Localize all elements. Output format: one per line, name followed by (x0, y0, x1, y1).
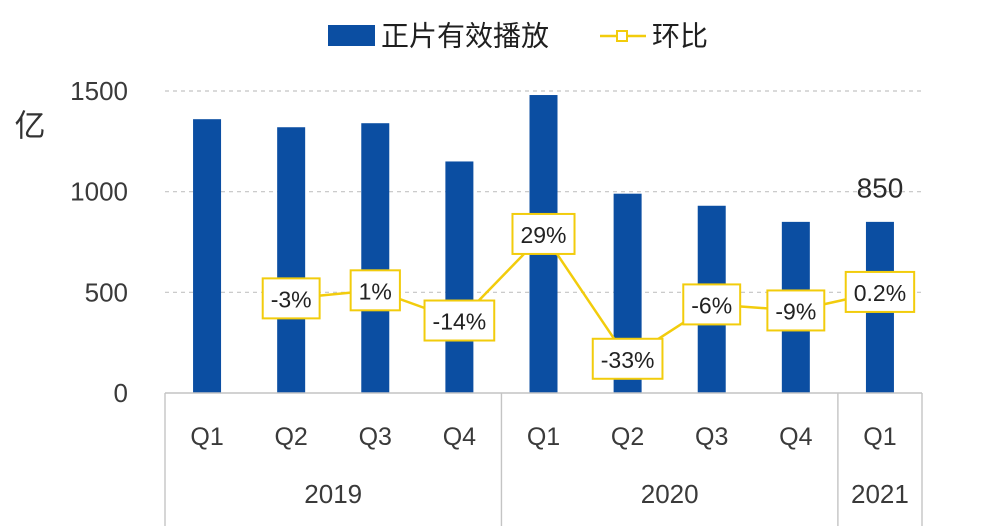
x-tick-label: Q1 (527, 423, 560, 451)
y-tick-label: 1000 (70, 177, 128, 207)
line-data-label-text: 0.2% (854, 280, 906, 306)
line-data-label: 0.2% (844, 270, 916, 313)
x-tick-label: Q3 (695, 423, 728, 451)
x-group-label: 2020 (641, 479, 699, 509)
line-data-label-box (261, 277, 321, 320)
y-tick-label: 500 (85, 277, 128, 307)
legend-label-line-series: 环比 (652, 21, 708, 52)
line-data-label-box (349, 269, 401, 312)
line-data-label: -6% (682, 283, 742, 326)
line-data-label-box (423, 299, 496, 342)
y-axis-title: 亿 (15, 109, 46, 144)
x-tick-label: Q2 (274, 423, 307, 451)
line-data-label: -14% (423, 299, 496, 342)
x-tick-label: Q1 (190, 423, 223, 451)
x-tick-label: Q3 (359, 423, 392, 451)
x-tick-label: Q4 (779, 423, 812, 451)
line-data-label: -3% (261, 277, 321, 320)
x-tick-label: Q4 (443, 423, 476, 451)
line-data-label: -33% (591, 337, 664, 380)
bar (361, 123, 390, 394)
line-data-label: 29% (511, 212, 576, 255)
legend-item-bar-series: 正片有效播放 (328, 21, 549, 52)
line-data-label-box (844, 270, 916, 313)
x-group-label: 2019 (304, 479, 362, 509)
x-tick-label: Q2 (611, 423, 644, 451)
line-data-label-box (511, 212, 576, 255)
legend: 正片有效播放 环比 (328, 21, 708, 52)
line-data-label-text: 1% (359, 278, 392, 304)
bar (277, 127, 306, 394)
line-data-label-box (682, 283, 742, 326)
bar-data-label: 850 (857, 172, 904, 203)
line-data-label: 1% (349, 269, 401, 312)
y-tick-label: 0 (114, 378, 128, 408)
y-axis: 0 500 1000 1500 (70, 76, 128, 408)
line-data-label-box (591, 337, 664, 380)
bar (445, 161, 474, 393)
bar-data-labels: 850 (857, 172, 904, 203)
x-group-label: 2021 (851, 479, 909, 509)
bar (193, 119, 222, 393)
y-tick-label: 1500 (70, 76, 128, 106)
line-data-label-text: 29% (520, 222, 566, 248)
line-data-label-box (766, 289, 826, 332)
line-data-label-text: -14% (433, 309, 487, 335)
x-tick-label: Q1 (863, 423, 896, 451)
legend-label-bar-series: 正片有效播放 (381, 21, 549, 52)
legend-marker-square-icon (616, 30, 628, 42)
line-data-label-text: -33% (601, 347, 655, 373)
line-data-label-text: -9% (775, 298, 816, 324)
x-axis: Q1 Q2 Q3 Q4 Q1 Q2 Q3 Q4 Q1 2019 2020 2021 (164, 392, 923, 526)
legend-item-line-series: 环比 (600, 21, 708, 52)
line-data-label: -9% (766, 289, 826, 332)
line-series: -3% 1% -14% 29% -33% -6% -9% 0.2% (261, 212, 916, 380)
line-data-label-text: -3% (271, 286, 312, 312)
legend-swatch-bar (328, 25, 375, 46)
line-data-label-text: -6% (691, 292, 732, 318)
